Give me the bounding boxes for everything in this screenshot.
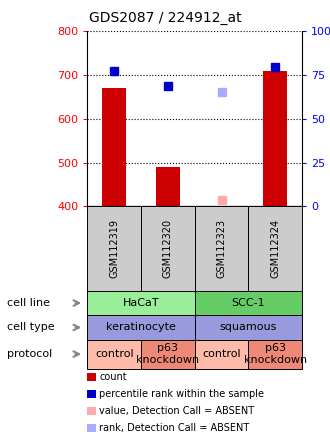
Text: rank, Detection Call = ABSENT: rank, Detection Call = ABSENT xyxy=(99,423,249,433)
Text: control: control xyxy=(202,349,241,359)
Text: GSM112320: GSM112320 xyxy=(163,219,173,278)
Text: value, Detection Call = ABSENT: value, Detection Call = ABSENT xyxy=(99,406,254,416)
Text: cell line: cell line xyxy=(7,298,50,308)
Text: SCC-1: SCC-1 xyxy=(232,298,265,308)
Bar xyxy=(156,167,180,206)
Text: keratinocyte: keratinocyte xyxy=(106,322,176,333)
Bar xyxy=(102,88,126,206)
Bar xyxy=(263,71,287,206)
Text: control: control xyxy=(95,349,134,359)
Text: cell type: cell type xyxy=(7,322,54,333)
Text: GSM112324: GSM112324 xyxy=(270,219,280,278)
Text: p63
knockdown: p63 knockdown xyxy=(244,343,307,365)
Text: percentile rank within the sample: percentile rank within the sample xyxy=(99,389,264,399)
Text: GSM112323: GSM112323 xyxy=(216,219,226,278)
Text: HaCaT: HaCaT xyxy=(123,298,159,308)
Text: p63
knockdown: p63 knockdown xyxy=(136,343,199,365)
Text: protocol: protocol xyxy=(7,349,52,359)
Text: count: count xyxy=(99,373,127,382)
Text: GSM112319: GSM112319 xyxy=(109,219,119,278)
Text: squamous: squamous xyxy=(220,322,277,333)
Text: GDS2087 / 224912_at: GDS2087 / 224912_at xyxy=(89,11,241,25)
